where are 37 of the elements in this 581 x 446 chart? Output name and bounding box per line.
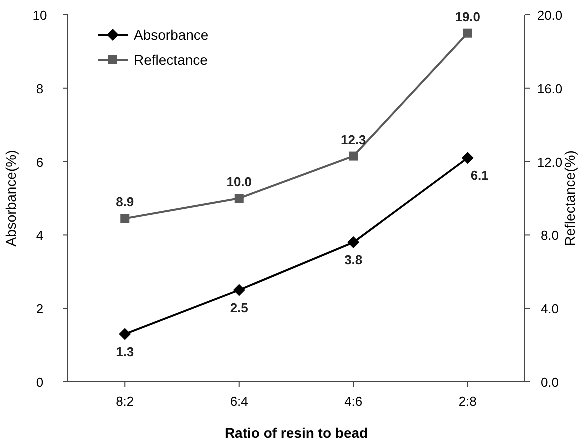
y-tick-label: 0	[36, 375, 44, 390]
legend-label: Absorbance	[134, 27, 209, 43]
point	[463, 28, 472, 38]
x-axis-title: Ratio of resin to bead	[224, 425, 368, 441]
y-tick-label: 2	[36, 302, 44, 317]
point	[234, 194, 244, 203]
x-tick-label: 6:4	[230, 394, 248, 409]
point	[119, 328, 132, 340]
y2-tick-label: 8.0	[540, 228, 560, 244]
point	[120, 214, 130, 224]
y2-tick-label: 12.0	[537, 154, 563, 170]
x-tick-label: 2:8	[458, 394, 477, 409]
y-tick-label: 4	[36, 228, 44, 244]
y2-tick-label: 16.0	[537, 81, 563, 96]
y2-tick-label: 4.0	[540, 302, 560, 317]
data-label: 19.0	[455, 9, 481, 24]
point	[233, 284, 246, 296]
y-tick-label: 10	[32, 8, 48, 23]
point	[462, 152, 474, 164]
point	[349, 152, 358, 161]
y-axis-title: Absorbance(%)	[3, 150, 19, 247]
data-label: 2.5	[230, 300, 248, 316]
point	[348, 236, 360, 249]
data-label: 3.8	[344, 252, 363, 268]
y-tick-label: 6	[36, 154, 44, 170]
y2-tick-label: 20.0	[537, 8, 563, 23]
data-label: 10.0	[226, 174, 252, 190]
legend-label: Reflectance	[134, 52, 208, 68]
y2-axis-title: Reflectance(%)	[562, 150, 578, 246]
data-label: 8.9	[116, 194, 134, 210]
data-label: 12.3	[340, 132, 366, 148]
x-tick-label: 4:6	[344, 394, 363, 409]
y-tick-label: 8	[36, 81, 44, 96]
x-tick-label: 8:2	[116, 394, 134, 409]
data-label: 6.1	[470, 168, 489, 184]
y2-tick-label: 0.0	[540, 375, 560, 390]
data-label: 1.3	[116, 344, 134, 360]
